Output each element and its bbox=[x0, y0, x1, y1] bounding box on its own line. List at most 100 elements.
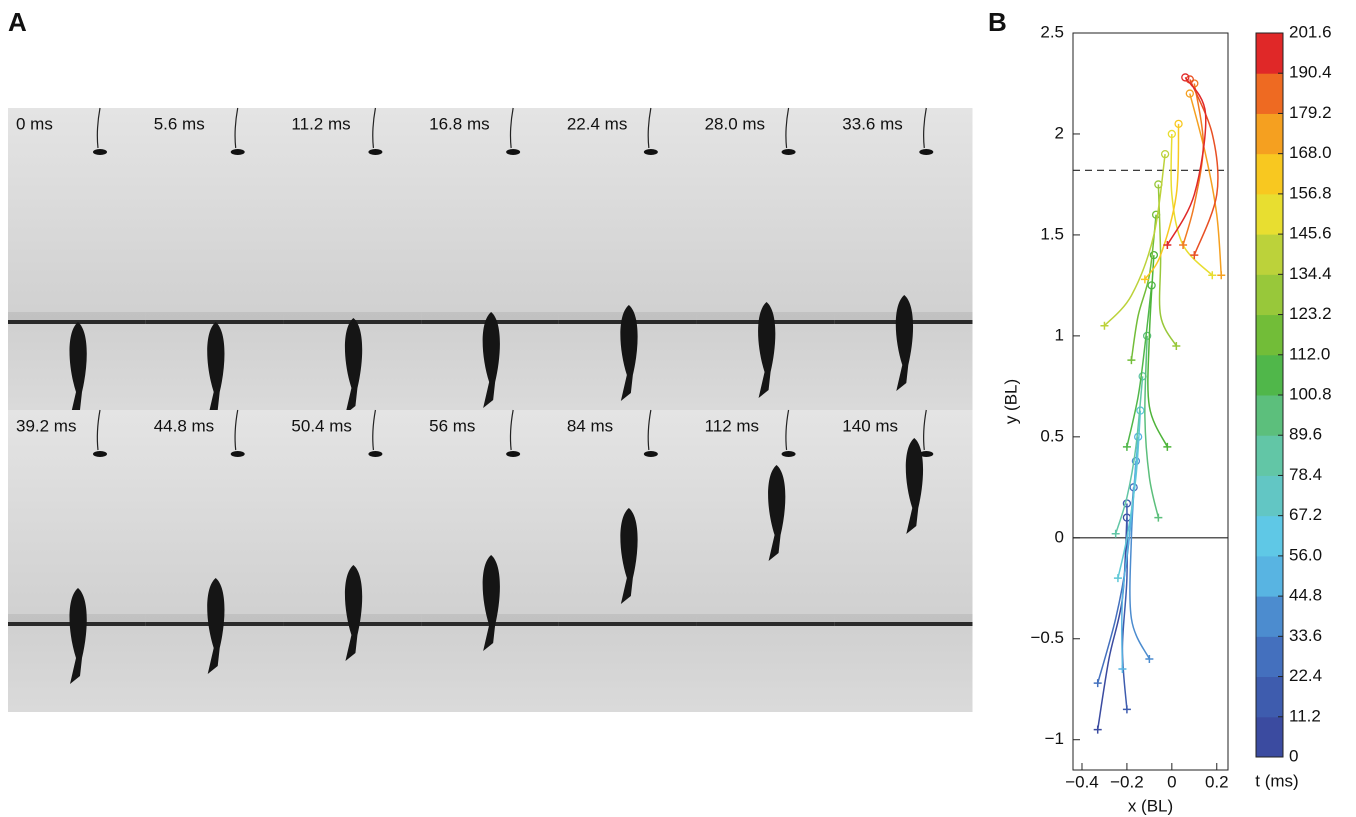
lure bbox=[93, 451, 107, 457]
frame: 39.2 ms bbox=[8, 409, 147, 712]
tail-marker bbox=[1118, 665, 1127, 674]
y-tick-label: 0.5 bbox=[1040, 426, 1064, 445]
color-band bbox=[1256, 435, 1283, 476]
colorbar-tick-label: 201.6 bbox=[1289, 22, 1332, 41]
lure-line bbox=[923, 409, 927, 451]
midline bbox=[1157, 184, 1177, 347]
water-surface bbox=[696, 622, 835, 626]
head-marker bbox=[1149, 250, 1159, 260]
color-band bbox=[1256, 354, 1283, 396]
lure bbox=[781, 149, 796, 155]
x-tick-label: −0.4 bbox=[1065, 772, 1099, 791]
water-surface bbox=[8, 320, 147, 324]
midline bbox=[1103, 154, 1166, 327]
colorbar-tick-label: 179.2 bbox=[1289, 103, 1332, 122]
frame-label: 11.2 ms bbox=[291, 114, 350, 133]
frame: 50.4 ms bbox=[283, 409, 422, 712]
frame-label: 44.8 ms bbox=[154, 416, 214, 435]
color-band bbox=[1256, 193, 1283, 235]
colorbar-tick-label: 100.8 bbox=[1289, 384, 1332, 403]
fish bbox=[207, 578, 225, 674]
colorbar-tick-label: 33.6 bbox=[1289, 626, 1322, 645]
frame-label: 112 ms bbox=[705, 416, 760, 435]
head-marker bbox=[1160, 150, 1170, 159]
color-band bbox=[1256, 636, 1283, 678]
tail-marker bbox=[1217, 271, 1226, 280]
color-band bbox=[1256, 33, 1283, 74]
frame: 84 ms bbox=[558, 409, 698, 712]
color-band bbox=[1256, 314, 1283, 356]
colorbar-tick-label: 44.8 bbox=[1289, 586, 1322, 605]
lure-line bbox=[372, 409, 377, 451]
colorbar-tick-label: 134.4 bbox=[1289, 264, 1332, 283]
lure bbox=[368, 149, 383, 155]
tail-marker bbox=[1163, 241, 1172, 250]
tail-marker bbox=[1140, 275, 1149, 284]
midline bbox=[1166, 77, 1207, 246]
frame-label: 5.6 ms bbox=[154, 114, 205, 133]
head-marker bbox=[1185, 89, 1194, 98]
fish bbox=[207, 322, 225, 418]
lure bbox=[643, 451, 658, 457]
midline bbox=[1189, 93, 1223, 276]
colorbar-tick-label: 123.2 bbox=[1289, 304, 1332, 323]
colorbar-tick-label: 145.6 bbox=[1289, 224, 1332, 243]
colorbar-tick-label: 11.2 bbox=[1289, 706, 1321, 725]
midline bbox=[1130, 214, 1157, 361]
lure bbox=[643, 149, 658, 155]
frame: 28.0 ms bbox=[696, 107, 835, 410]
color-band bbox=[1256, 555, 1283, 597]
lure bbox=[781, 451, 796, 457]
lure-line bbox=[96, 409, 101, 451]
water-surface bbox=[834, 622, 973, 626]
midline bbox=[1126, 285, 1153, 448]
midline bbox=[1189, 79, 1219, 256]
midline bbox=[1182, 83, 1205, 246]
midline bbox=[1121, 436, 1139, 670]
frame: 112 ms bbox=[696, 409, 835, 712]
lure-line bbox=[372, 107, 377, 149]
tail-marker bbox=[1093, 679, 1102, 688]
lure-line bbox=[96, 107, 101, 149]
frame-label: 50.4 ms bbox=[291, 416, 351, 435]
lure bbox=[919, 149, 934, 155]
water-shade bbox=[834, 614, 973, 622]
y-tick-label: 2.5 bbox=[1040, 22, 1064, 41]
midline bbox=[1096, 517, 1128, 730]
colorbar-tick-label: 156.8 bbox=[1289, 183, 1332, 202]
lure bbox=[93, 149, 107, 155]
frame-label: 22.4 ms bbox=[567, 114, 627, 133]
tail-marker bbox=[1190, 251, 1199, 260]
midline bbox=[1114, 376, 1144, 534]
tail-marker bbox=[1172, 341, 1181, 350]
fish bbox=[758, 302, 776, 398]
color-band bbox=[1256, 515, 1283, 557]
lure bbox=[230, 451, 245, 457]
colorbar-tick-label: 67.2 bbox=[1289, 505, 1322, 524]
frame-background bbox=[696, 410, 835, 712]
frame-grid: 0 ms 5.6 ms 11.2 ms 16.8 ms 22.4 ms 28.0 ms 33… bbox=[8, 107, 973, 712]
colorbar-tick-label: 22.4 bbox=[1289, 666, 1322, 685]
midline bbox=[1147, 255, 1169, 448]
colorbar-tick-label: 78.4 bbox=[1289, 465, 1322, 484]
y-tick-label: 1.5 bbox=[1040, 224, 1064, 243]
fish bbox=[905, 438, 924, 534]
head-marker bbox=[1174, 119, 1183, 129]
frame: 11.2 ms bbox=[283, 107, 422, 414]
frame-background bbox=[283, 410, 422, 712]
frame: 22.4 ms bbox=[558, 107, 698, 410]
lure-line bbox=[234, 107, 239, 149]
frame-label: 140 ms bbox=[842, 416, 898, 435]
tail-marker bbox=[1100, 321, 1109, 330]
plot: −1 −0.5 0 0.5 1 1.5 2 2.5 −0.4 −0.2 0 0.2 x (BL) y (B… bbox=[1001, 22, 1331, 815]
fish bbox=[69, 322, 87, 418]
lure bbox=[230, 149, 245, 155]
head-marker bbox=[1167, 129, 1176, 139]
lure bbox=[919, 451, 934, 457]
fish bbox=[895, 295, 914, 391]
x-tick-label: −0.2 bbox=[1110, 772, 1144, 791]
head-marker bbox=[1181, 73, 1190, 82]
color-band bbox=[1256, 395, 1283, 436]
midline bbox=[1144, 123, 1180, 280]
tail-marker bbox=[1208, 271, 1217, 280]
